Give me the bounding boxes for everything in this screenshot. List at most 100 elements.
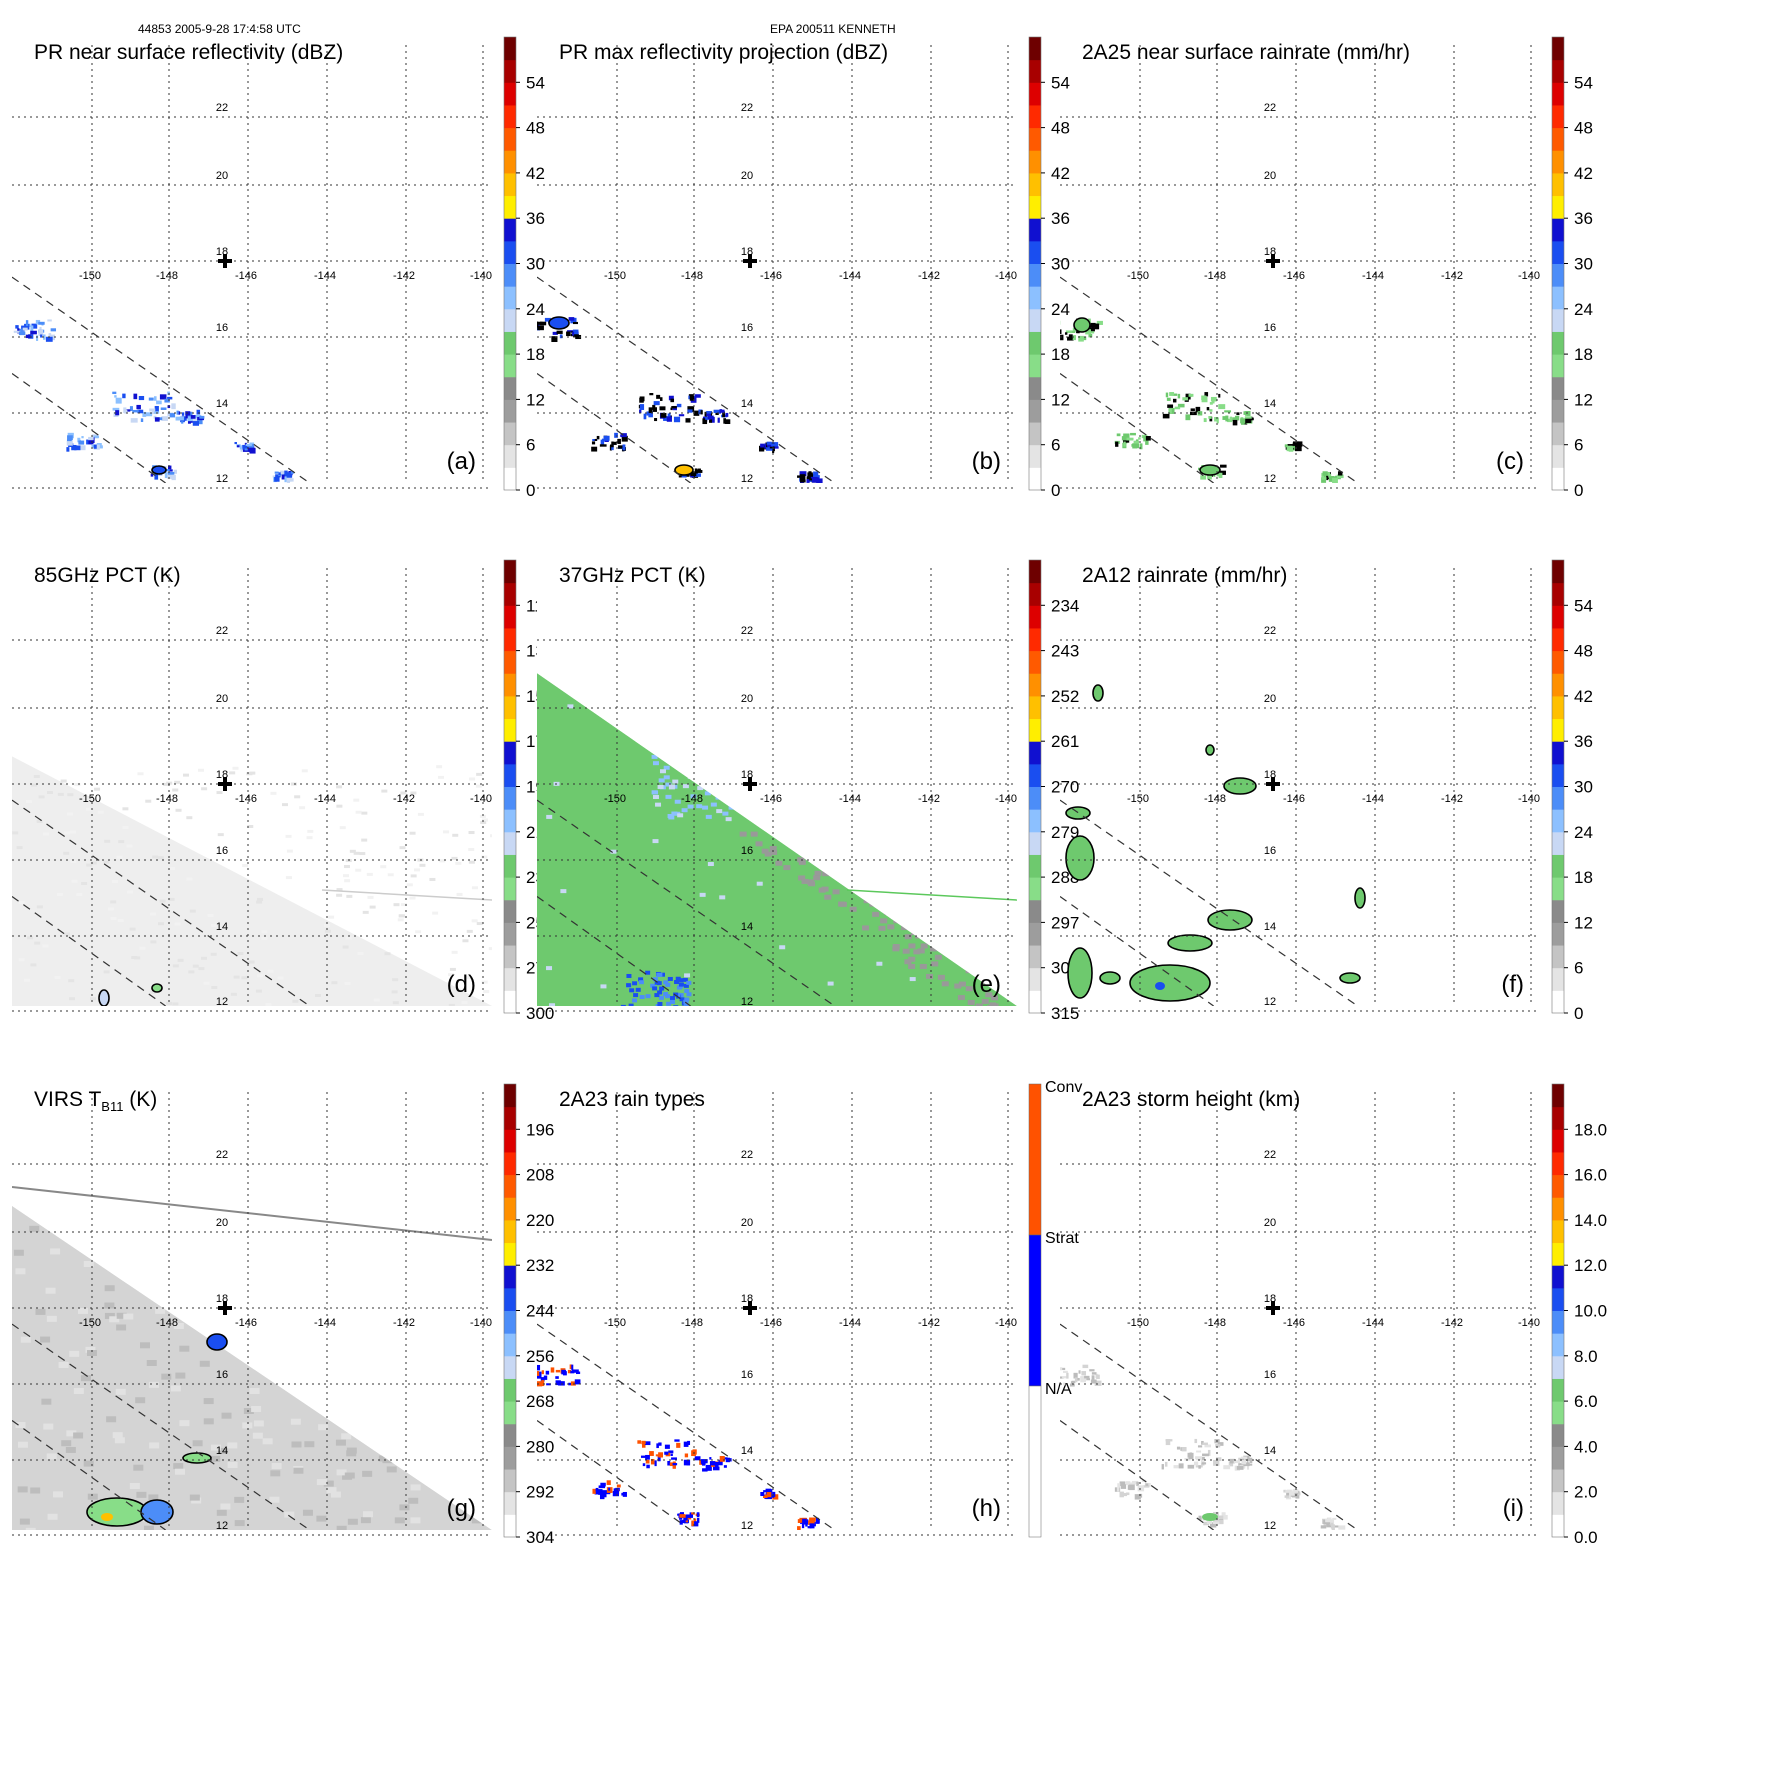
colorbar-swatch [504, 831, 516, 855]
reflectivity-echo [138, 395, 145, 401]
rain-type-pixel [763, 1490, 769, 1493]
virs-pixel [203, 1418, 214, 1425]
cold-pct-pixel [677, 813, 684, 818]
colorbar-swatch [1029, 854, 1041, 878]
longitude-tick-label: -146 [760, 270, 782, 282]
cold-pct-pixel [665, 794, 672, 799]
colorbar-swatch [1029, 831, 1041, 855]
rain-type-pixel [799, 1518, 803, 1523]
reflectivity-echo [179, 416, 184, 421]
colorbar-swatch [504, 1174, 516, 1198]
pct85-pixel [451, 950, 458, 954]
pct85-pixel [301, 769, 308, 773]
colorbar-swatch [1552, 922, 1564, 946]
cold-pct-pixel [638, 977, 644, 982]
pct37-pixel [779, 945, 786, 950]
virs-pixel [220, 1503, 231, 1510]
latitude-tick-label: 12 [216, 1520, 228, 1532]
storm-height-pixel [1215, 1444, 1221, 1448]
virs-pixel [85, 1346, 96, 1353]
reflectivity-echo [140, 418, 144, 422]
storm-height-pixel [1218, 1519, 1224, 1525]
pct85-pixel [465, 976, 472, 980]
pct85-pixel [56, 892, 63, 896]
reflectivity-echo [8, 329, 11, 334]
storm-height-pixel [1083, 1378, 1091, 1381]
rainrate-echo [1234, 415, 1240, 421]
rain-type-pixel [766, 1492, 772, 1498]
cold-pct-pixel [673, 1005, 679, 1006]
colorbar-swatch [1029, 354, 1041, 378]
pct85-pixel [346, 894, 353, 898]
reflectivity-echo [15, 325, 19, 329]
pct85-pixel [177, 958, 184, 962]
cold-pct-pixel [659, 769, 666, 774]
colorbar-swatch [504, 37, 516, 61]
rainrate-echo [1207, 475, 1212, 480]
reflectivity-echo [190, 415, 196, 419]
warm-pct-pixel [972, 1005, 980, 1006]
cold-pct-pixel [665, 994, 671, 999]
colorbar-swatch [1029, 467, 1041, 491]
storm-height-pixel [1063, 1382, 1066, 1386]
reflectivity-echo [196, 409, 201, 415]
colorbar-tick-label: 42 [1051, 164, 1070, 183]
cold-pct-pixel [665, 782, 672, 787]
storm-height-pixel [1116, 1487, 1120, 1492]
rain-type-pixel [672, 1463, 678, 1466]
storm-height-pixel [1078, 1370, 1081, 1374]
storm-height-pixel [1207, 1449, 1211, 1456]
rain-type-pixel [769, 1489, 773, 1495]
pct85-pixel [366, 872, 373, 876]
pct85-pixel [476, 772, 483, 776]
virs-pixel [13, 1249, 24, 1256]
storm-height-pixel [1060, 1367, 1066, 1371]
virs-pixel [269, 1496, 280, 1503]
pct85-pixel [217, 833, 224, 837]
max-reflectivity-echo [694, 394, 701, 398]
virs-pixel [189, 1494, 200, 1501]
max-reflectivity-echo [646, 411, 651, 416]
rain-type-pixel [650, 1458, 655, 1465]
colorbar-swatch-na [1028, 1385, 1042, 1538]
warm-pct-pixel [806, 879, 814, 885]
virs-pixel [15, 1422, 26, 1429]
pr-swath-edge [537, 1420, 691, 1530]
colorbar-swatch [504, 331, 516, 355]
virs-pixel [15, 1268, 26, 1275]
pct85-pixel [229, 771, 236, 775]
colorbar-swatch [504, 376, 516, 400]
rain-cell [1167, 934, 1213, 952]
storm-height-pixel [1284, 1495, 1289, 1498]
cold-pct-pixel [674, 799, 681, 804]
colorbar-swatch [504, 59, 516, 83]
warm-pct-pixel [839, 901, 847, 907]
rain-type-pixel [679, 1516, 683, 1520]
cold-pct-pixel [650, 983, 656, 988]
virs-pixel [362, 1470, 373, 1477]
pct85-pixel [230, 992, 237, 996]
max-reflectivity-echo [676, 403, 682, 408]
rainrate-echo [1072, 328, 1077, 332]
max-reflectivity-echo [567, 330, 574, 333]
colorbar-swatch [504, 444, 516, 468]
colorbar-swatch [1029, 990, 1041, 1014]
max-reflectivity-echo [764, 443, 767, 449]
panel-title: 85GHz PCT (K) [34, 564, 181, 587]
longitude-tick-label: -142 [393, 1317, 415, 1329]
max-reflectivity-echo [600, 439, 605, 445]
latitude-tick-label: 16 [1264, 1369, 1276, 1381]
pct85-pixel [324, 929, 331, 933]
max-reflectivity-echo [772, 446, 779, 449]
pct85-pixel [410, 874, 417, 878]
rainrate-echo [1321, 477, 1327, 483]
warm-pct-pixel [989, 1002, 997, 1006]
rainrate-echo [1078, 335, 1084, 342]
rainrate-echo [1132, 443, 1137, 449]
rain-type-pixel [537, 1364, 541, 1371]
colorbar-swatch [504, 650, 516, 674]
virs-pixel [284, 1511, 295, 1518]
gmi-swath [12, 756, 492, 1006]
storm-height-pixel [1091, 1375, 1095, 1380]
reflectivity-echo [275, 474, 281, 478]
